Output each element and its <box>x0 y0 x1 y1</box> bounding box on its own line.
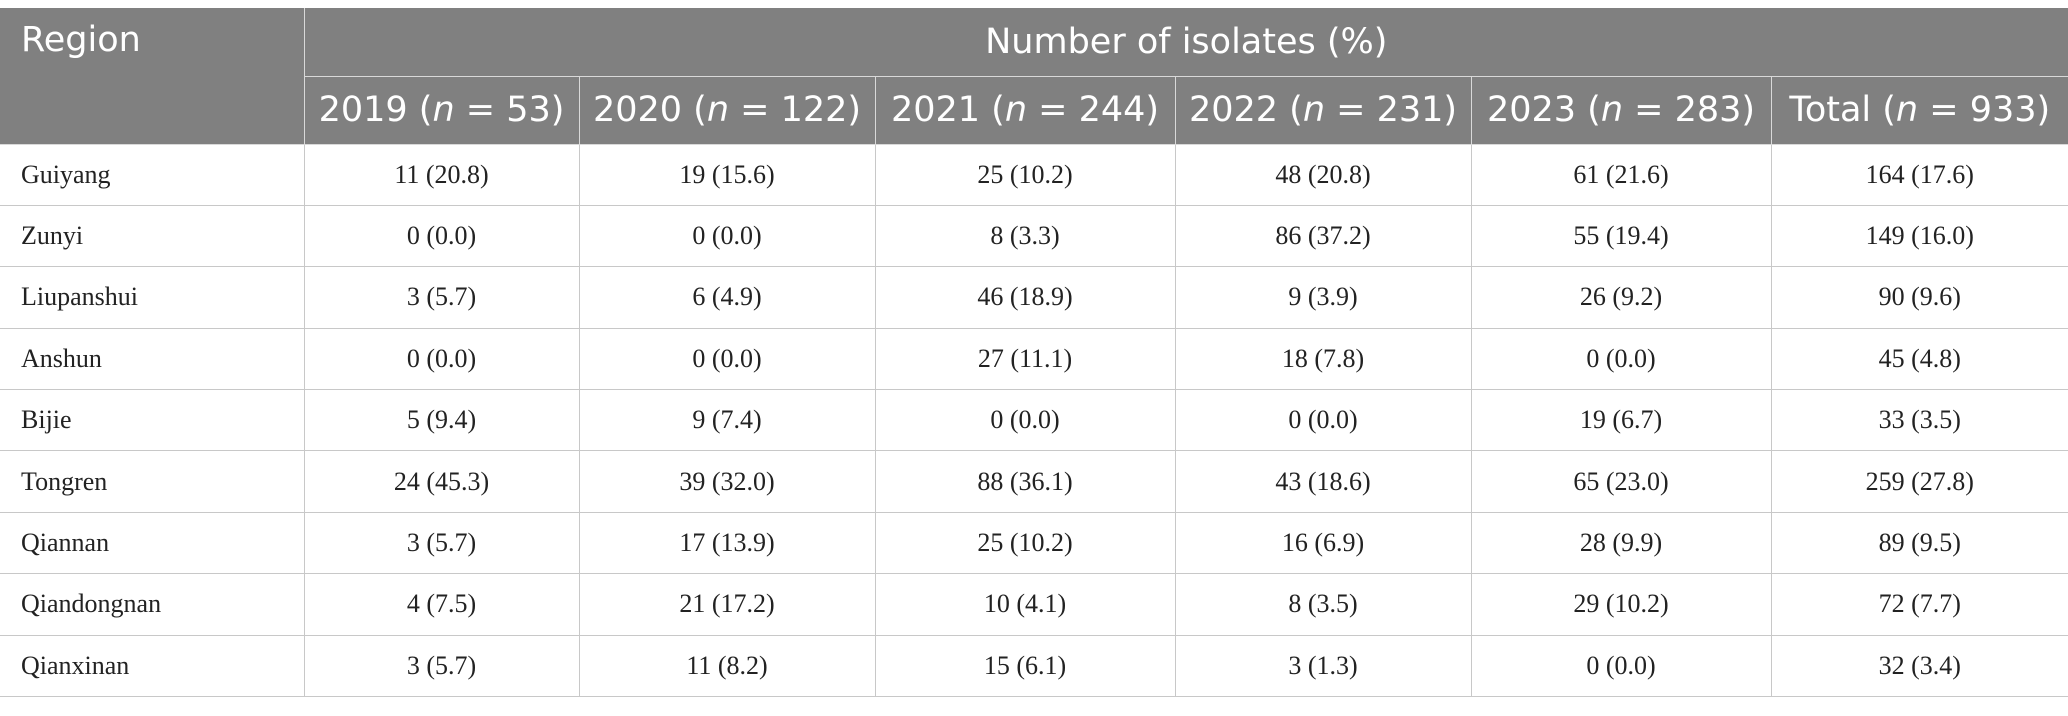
count-cell: 29 (10.2) <box>1471 573 1772 636</box>
count-cell: 25 (10.2) <box>875 512 1176 575</box>
column-year-label: 2023 <box>1486 90 1577 130</box>
count-cell: 65 (23.0) <box>1471 450 1772 513</box>
count-cell: 0 (0.0) <box>1471 328 1772 391</box>
count-cell: 88 (36.1) <box>875 450 1176 513</box>
count-cell: 15 (6.1) <box>875 635 1176 698</box>
count-cell: 8 (3.3) <box>875 205 1176 268</box>
count-cell: 19 (6.7) <box>1471 389 1772 452</box>
table-row: Guiyang 11 (20.8) 19 (15.6) 25 (10.2) 48 (20… <box>0 144 2068 206</box>
count-cell: 4 (7.5) <box>304 573 580 636</box>
count-cell: 9 (3.9) <box>1175 266 1472 329</box>
count-cell: 0 (0.0) <box>1175 389 1472 452</box>
count-cell: 8 (3.5) <box>1175 573 1472 636</box>
count-cell: 16 (6.9) <box>1175 512 1472 575</box>
region-cell: Qianxinan <box>0 635 305 698</box>
header-row-years: 2019 (n = 53) 2020 (n = 122) 2021 (n = 244… <box>0 76 2068 145</box>
column-n-value: 244 <box>1078 90 1146 130</box>
region-cell: Tongren <box>0 450 305 513</box>
count-cell: 26 (9.2) <box>1471 266 1772 329</box>
count-cell: 10 (4.1) <box>875 573 1176 636</box>
count-cell: 33 (3.5) <box>1771 389 2068 452</box>
region-cell: Anshun <box>0 328 305 391</box>
year-column-header: Total (n = 933) <box>1771 76 2068 145</box>
table-header: Region Number of isolates (%) 2019 (n = … <box>0 8 2068 145</box>
count-cell: 0 (0.0) <box>304 328 580 391</box>
region-cell: Zunyi <box>0 205 305 268</box>
column-year-label: 2020 <box>592 90 683 130</box>
column-n-value: 122 <box>780 90 848 130</box>
table-row: Qiannan 3 (5.7) 17 (13.9) 25 (10.2) 16 (6.9)… <box>0 512 2068 575</box>
table-row: Tongren 24 (45.3) 39 (32.0) 88 (36.1) 43 (18… <box>0 450 2068 513</box>
count-cell: 90 (9.6) <box>1771 266 2068 329</box>
column-n-value: 283 <box>1674 90 1742 130</box>
count-cell: 6 (4.9) <box>579 266 876 329</box>
count-cell: 45 (4.8) <box>1771 328 2068 391</box>
year-column-header: 2019 (n = 53) <box>304 76 580 145</box>
count-cell: 9 (7.4) <box>579 389 876 452</box>
header-row-group: Region Number of isolates (%) <box>0 8 2068 145</box>
count-cell: 18 (7.8) <box>1175 328 1472 391</box>
count-cell: 11 (20.8) <box>304 144 580 206</box>
count-cell: 61 (21.6) <box>1471 144 1772 206</box>
region-cell: Liupanshui <box>0 266 305 329</box>
count-cell: 149 (16.0) <box>1771 205 2068 268</box>
count-cell: 43 (18.6) <box>1175 450 1472 513</box>
isolates-group-header: Number of isolates (%) <box>304 8 2068 77</box>
region-cell: Guiyang <box>0 144 305 206</box>
count-cell: 19 (15.6) <box>579 144 876 206</box>
count-cell: 32 (3.4) <box>1771 635 2068 698</box>
count-cell: 25 (10.2) <box>875 144 1176 206</box>
count-cell: 3 (5.7) <box>304 635 580 698</box>
count-cell: 48 (20.8) <box>1175 144 1472 206</box>
year-column-header: 2021 (n = 244) <box>875 76 1176 145</box>
column-n-value: 231 <box>1376 90 1444 130</box>
count-cell: 55 (19.4) <box>1471 205 1772 268</box>
count-cell: 39 (32.0) <box>579 450 876 513</box>
region-cell: Qiannan <box>0 512 305 575</box>
count-cell: 72 (7.7) <box>1771 573 2068 636</box>
count-cell: 0 (0.0) <box>304 205 580 268</box>
table-row: Zunyi 0 (0.0) 0 (0.0) 8 (3.3) 86 (37.2) 55 (1… <box>0 205 2068 268</box>
count-cell: 21 (17.2) <box>579 573 876 636</box>
column-n-value: 53 <box>506 90 551 130</box>
count-cell: 0 (0.0) <box>579 205 876 268</box>
count-cell: 5 (9.4) <box>304 389 580 452</box>
year-column-header: 2022 (n = 231) <box>1175 76 1472 145</box>
count-cell: 0 (0.0) <box>579 328 876 391</box>
year-column-header: 2020 (n = 122) <box>579 76 876 145</box>
table-row: Anshun 0 (0.0) 0 (0.0) 27 (11.1) 18 (7.8) 0 (… <box>0 328 2068 391</box>
column-year-label: 2021 <box>890 90 981 130</box>
column-year-label: Total <box>1789 90 1872 130</box>
column-year-label: 2019 <box>318 90 408 130</box>
count-cell: 46 (18.9) <box>875 266 1176 329</box>
table-row: Qianxinan 3 (5.7) 11 (8.2) 15 (6.1) 3 (1.3) 0… <box>0 635 2068 698</box>
column-n-value: 933 <box>1969 90 2037 130</box>
table-row: Liupanshui 3 (5.7) 6 (4.9) 46 (18.9) 9 (3.9)… <box>0 266 2068 329</box>
count-cell: 89 (9.5) <box>1771 512 2068 575</box>
count-cell: 24 (45.3) <box>304 450 580 513</box>
count-cell: 11 (8.2) <box>579 635 876 698</box>
year-column-header: 2023 (n = 283) <box>1471 76 1772 145</box>
count-cell: 0 (0.0) <box>875 389 1176 452</box>
count-cell: 164 (17.6) <box>1771 144 2068 206</box>
count-cell: 17 (13.9) <box>579 512 876 575</box>
count-cell: 259 (27.8) <box>1771 450 2068 513</box>
region-cell: Bijie <box>0 389 305 452</box>
region-cell: Qiandongnan <box>0 573 305 636</box>
region-column-header: Region <box>0 8 305 145</box>
count-cell: 27 (11.1) <box>875 328 1176 391</box>
count-cell: 86 (37.2) <box>1175 205 1472 268</box>
count-cell: 3 (5.7) <box>304 512 580 575</box>
table-row: Qiandongnan 4 (7.5) 21 (17.2) 10 (4.1) 8 (3.… <box>0 573 2068 636</box>
count-cell: 0 (0.0) <box>1471 635 1772 698</box>
count-cell: 3 (1.3) <box>1175 635 1472 698</box>
table-row: Bijie 5 (9.4) 9 (7.4) 0 (0.0) 0 (0.0) 19 (6.7… <box>0 389 2068 452</box>
count-cell: 28 (9.9) <box>1471 512 1772 575</box>
column-year-label: 2022 <box>1188 90 1279 130</box>
isolates-table: Region Number of isolates (%) 2019 (n = … <box>0 8 2068 698</box>
table-body: Guiyang 11 (20.8) 19 (15.6) 25 (10.2) 48 (20… <box>0 144 2068 698</box>
count-cell: 3 (5.7) <box>304 266 580 329</box>
